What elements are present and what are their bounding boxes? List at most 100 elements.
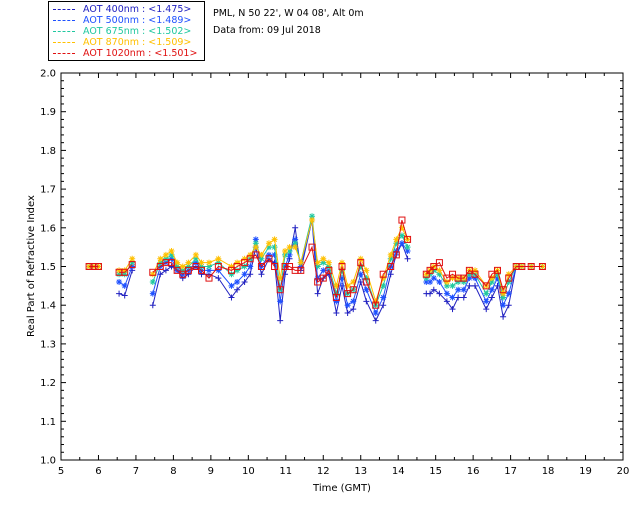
data-point [228,263,235,270]
data-point [309,217,316,224]
data-point [168,251,175,258]
data-point [518,263,526,270]
data-point [372,309,379,316]
data-point [192,259,199,266]
x-tick-label: 20 [617,466,630,477]
data-point [372,317,379,324]
series-5 [85,216,546,309]
data-point [449,306,456,313]
y-tick-label: 1.6 [40,223,56,234]
legend-label-1020nm: AOT 1020nm : <1.501> [83,48,198,59]
legend-label-400nm: AOT 400nm : <1.475> [83,4,192,15]
data-point [233,263,241,270]
data-point [430,275,437,282]
data-point [338,263,346,270]
data-point [380,275,387,282]
data-point [168,263,175,270]
legend-line-870nm [53,42,75,43]
data-point [435,259,443,267]
data-point [339,267,345,274]
data-point [363,298,370,305]
data-point [246,255,254,263]
y-tick-label: 1.3 [40,339,56,350]
x-tick-label: 12 [317,466,330,477]
y-tick-label: 1.0 [40,456,56,467]
data-point [465,266,473,274]
data-point [149,302,156,309]
data-point [422,270,430,278]
data-point [265,244,272,251]
data-point [228,282,235,289]
data-point [121,268,129,276]
data-point [500,302,507,309]
data-point [121,292,128,299]
data-point [314,275,321,282]
x-tick-label: 17 [504,466,517,477]
data-point [500,290,507,297]
data-point [449,282,456,289]
data-point [162,251,169,258]
data-point [241,278,248,285]
data-point [488,275,495,282]
data-point [265,255,273,263]
data-point [168,248,175,255]
data-point [116,267,123,274]
data-point [198,266,205,274]
legend-label-500nm: AOT 500nm : <1.489> [83,15,192,26]
data-point [483,290,490,297]
data-point [179,263,186,270]
data-point [430,286,437,293]
y-tick-label: 1.1 [40,417,56,428]
data-point [185,259,192,266]
data-point [357,259,365,267]
data-point [380,282,387,289]
data-point [215,267,222,274]
x-tick-label: 8 [170,466,176,477]
data-point [149,268,157,276]
data-point [333,298,340,305]
data-point [426,266,434,274]
y-tick-label: 1.8 [40,146,56,157]
data-point [427,278,434,285]
data-point [455,286,462,293]
data-point [271,236,278,243]
data-point [380,294,387,301]
x-tick-label: 9 [208,466,214,477]
data-point [174,259,181,266]
x-tick-label: 13 [354,466,367,477]
data-point [398,240,405,247]
data-point [205,267,212,274]
data-point [320,267,327,274]
data-point [308,243,316,251]
x-tick-label: 19 [579,466,592,477]
data-point [333,290,340,297]
data-point [276,286,284,294]
series-layer [85,213,546,324]
data-point [387,263,395,270]
data-point [258,255,265,262]
data-point [357,263,364,270]
data-point [192,251,199,258]
data-point [423,275,430,282]
data-point [192,255,199,262]
data-point [292,240,299,247]
y-tick-label: 1.9 [40,107,56,118]
legend-line-500nm [53,20,75,21]
data-point [325,263,332,270]
data-point [192,263,200,270]
data-point [247,263,254,270]
data-point [314,259,321,266]
data-point [344,302,351,309]
data-point [282,251,289,258]
legend-line-675nm [53,31,75,32]
data-point [460,274,468,282]
data-point [162,255,169,262]
data-point [423,271,430,278]
data-point [436,267,443,274]
x-axis-label: Time (GMT) [312,483,371,494]
legend-line-400nm [53,9,75,10]
data-point [184,266,192,274]
y-tick-label: 1.4 [40,301,56,312]
data-point [234,278,241,285]
